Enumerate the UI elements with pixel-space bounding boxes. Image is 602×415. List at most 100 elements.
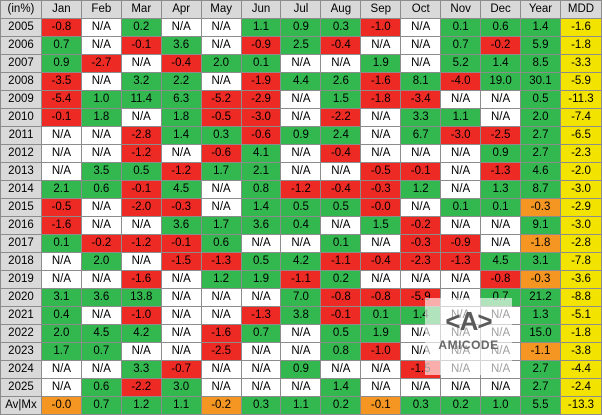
cell-may: 0.3	[200, 126, 242, 145]
cell-may: N/A	[200, 180, 242, 199]
cell-feb: 3.5	[80, 162, 122, 181]
cell-aug: 0.5	[320, 324, 362, 343]
cell-jun: 0.1	[240, 54, 282, 73]
cell-nov: N/A	[440, 144, 482, 163]
cell-mdd: -3.6	[559, 270, 602, 289]
table-row: 2011 N/A N/A -2.8 1.4 0.3 -0.6 0.9 2.4 N/A 6.7 -3.0…	[0, 126, 602, 145]
row-label: 2011	[0, 126, 42, 145]
cell-jun: N/A	[240, 360, 282, 379]
cell-sep: -0.3	[360, 180, 402, 199]
cell-nov: N/A	[440, 162, 482, 181]
cell-mdd: -2.9	[559, 198, 602, 217]
cell-apr: 4.5	[160, 180, 202, 199]
row-label: 2020	[0, 288, 42, 307]
cell-year: -1.8	[520, 234, 561, 253]
cell-feb: N/A	[80, 216, 122, 235]
cell-aug: N/A	[320, 162, 362, 181]
table-row: 2016 -1.6 N/A N/A 3.6 1.7 3.6 0.4 N/A 1.5 -0.2 N/A N…	[0, 216, 602, 235]
cell-feb: 3.6	[80, 288, 122, 307]
cell-oct: N/A	[400, 54, 442, 73]
cell-year: 5.9	[520, 36, 561, 55]
cell-jun: -0.6	[240, 126, 282, 145]
cell-mar: 11.4	[120, 90, 162, 109]
cell-feb: N/A	[80, 270, 122, 289]
cell-jun: 0.3	[240, 396, 282, 415]
cell-may: -0.5	[200, 108, 242, 127]
cell-jul: 0.4	[280, 216, 322, 235]
cell-aug: 2.6	[320, 72, 362, 91]
cell-nov: 0.7	[440, 36, 482, 55]
cell-year: 9.1	[520, 216, 561, 235]
cell-mdd: -1.8	[559, 324, 602, 343]
cell-jul: 0.5	[280, 198, 322, 217]
cell-mar: 1.2	[120, 396, 162, 415]
cell-jul: N/A	[280, 144, 322, 163]
cell-year: 1.3	[520, 306, 561, 325]
row-label: 2015	[0, 198, 42, 217]
cell-feb: 4.5	[80, 324, 122, 343]
table-row: 2009 -5.4 1.0 11.4 6.3 -5.2 -2.9 N/A 1.5 -1.8 -3.4…	[0, 90, 602, 109]
cell-feb: N/A	[80, 306, 122, 325]
cell-mar: N/A	[120, 252, 162, 271]
header-oct: Oct	[400, 0, 442, 19]
cell-nov: N/A	[440, 90, 482, 109]
cell-mar: 0.5	[120, 162, 162, 181]
cell-mar: N/A	[120, 342, 162, 361]
cell-apr: 6.3	[160, 90, 202, 109]
cell-sep: -1.0	[360, 18, 402, 37]
cell-apr: N/A	[160, 324, 202, 343]
cell-mar: -2.2	[120, 378, 162, 397]
cell-mar: -0.1	[120, 36, 162, 55]
cell-aug: N/A	[320, 216, 362, 235]
row-label: 2024	[0, 360, 42, 379]
cell-jan: -0.1	[40, 108, 82, 127]
cell-nov: 0.1	[440, 198, 482, 217]
cell-jan: -3.5	[40, 72, 82, 91]
cell-aug: 2.4	[320, 126, 362, 145]
header-nov: Nov	[440, 0, 482, 19]
cell-jul: 4.2	[280, 252, 322, 271]
cell-may: N/A	[200, 378, 242, 397]
cell-jul: 0.9	[280, 18, 322, 37]
cell-may: N/A	[200, 72, 242, 91]
cell-mdd: -4.4	[559, 360, 602, 379]
cell-sep: 0.1	[360, 306, 402, 325]
cell-mdd: -2.0	[559, 162, 602, 181]
cell-oct: N/A	[400, 36, 442, 55]
row-label: 2008	[0, 72, 42, 91]
cell-feb: 0.6	[80, 378, 122, 397]
cell-oct: N/A	[400, 198, 442, 217]
header-dec: Dec	[480, 0, 522, 19]
cell-apr: N/A	[160, 288, 202, 307]
cell-year: 8.5	[520, 54, 561, 73]
cell-jun: 4.1	[240, 144, 282, 163]
cell-jan: 0.9	[40, 54, 82, 73]
cell-aug: 0.5	[320, 198, 362, 217]
cell-feb: N/A	[80, 18, 122, 37]
cell-mdd: -6.5	[559, 126, 602, 145]
cell-year: 2.7	[520, 378, 561, 397]
cell-may: 1.2	[200, 270, 242, 289]
row-label: 2010	[0, 108, 42, 127]
cell-jul: 0.9	[280, 360, 322, 379]
table-body: 2005 -0.8 N/A 0.2 N/A N/A 1.1 0.9 0.3 -1.0 N/A 0.1 0…	[0, 18, 602, 415]
table-row: 2015 -0.5 N/A -2.0 -0.3 N/A 1.4 0.5 0.5 -0.0 N/A 0.…	[0, 198, 602, 217]
cell-aug: N/A	[320, 54, 362, 73]
cell-apr: N/A	[160, 306, 202, 325]
cell-feb: 1.8	[80, 108, 122, 127]
cell-feb: 2.0	[80, 252, 122, 271]
cell-jan: 2.0	[40, 324, 82, 343]
cell-jan: N/A	[40, 144, 82, 163]
cell-jul: N/A	[280, 108, 322, 127]
cell-may: -1.6	[200, 324, 242, 343]
cell-jul: 4.4	[280, 72, 322, 91]
header-unit: (in%)	[0, 0, 42, 19]
cell-oct: -0.3	[400, 234, 442, 253]
cell-may: N/A	[200, 198, 242, 217]
cell-jul: N/A	[280, 90, 322, 109]
cell-oct: 8.1	[400, 72, 442, 91]
cell-sep: N/A	[360, 36, 402, 55]
cell-nov: 5.2	[440, 54, 482, 73]
cell-nov: -1.3	[440, 252, 482, 271]
table-row: 2008 -3.5 N/A 3.2 2.2 N/A -1.9 4.4 2.6 -1.6 8.1 -4.…	[0, 72, 602, 91]
